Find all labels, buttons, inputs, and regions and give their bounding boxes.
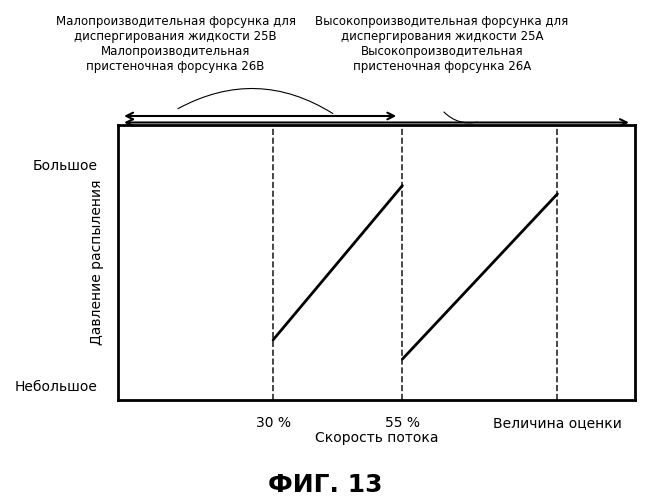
Y-axis label: Давление распыления: Давление распыления [90, 180, 104, 346]
Text: 30 %: 30 % [255, 416, 291, 430]
Text: Высокопроизводительная форсунка для
диспергирования жидкости 25А
Высокопроизводи: Высокопроизводительная форсунка для дисп… [315, 15, 569, 73]
Text: Небольшое: Небольшое [14, 380, 98, 394]
X-axis label: Скорость потока: Скорость потока [315, 431, 438, 445]
Text: Величина оценки: Величина оценки [493, 416, 622, 430]
Text: ФИГ. 13: ФИГ. 13 [268, 473, 382, 497]
Text: Большое: Большое [32, 160, 98, 173]
Text: 55 %: 55 % [385, 416, 420, 430]
Text: Малопроизводительная форсунка для
диспергирования жидкости 25В
Малопроизводитель: Малопроизводительная форсунка для диспер… [55, 15, 296, 73]
